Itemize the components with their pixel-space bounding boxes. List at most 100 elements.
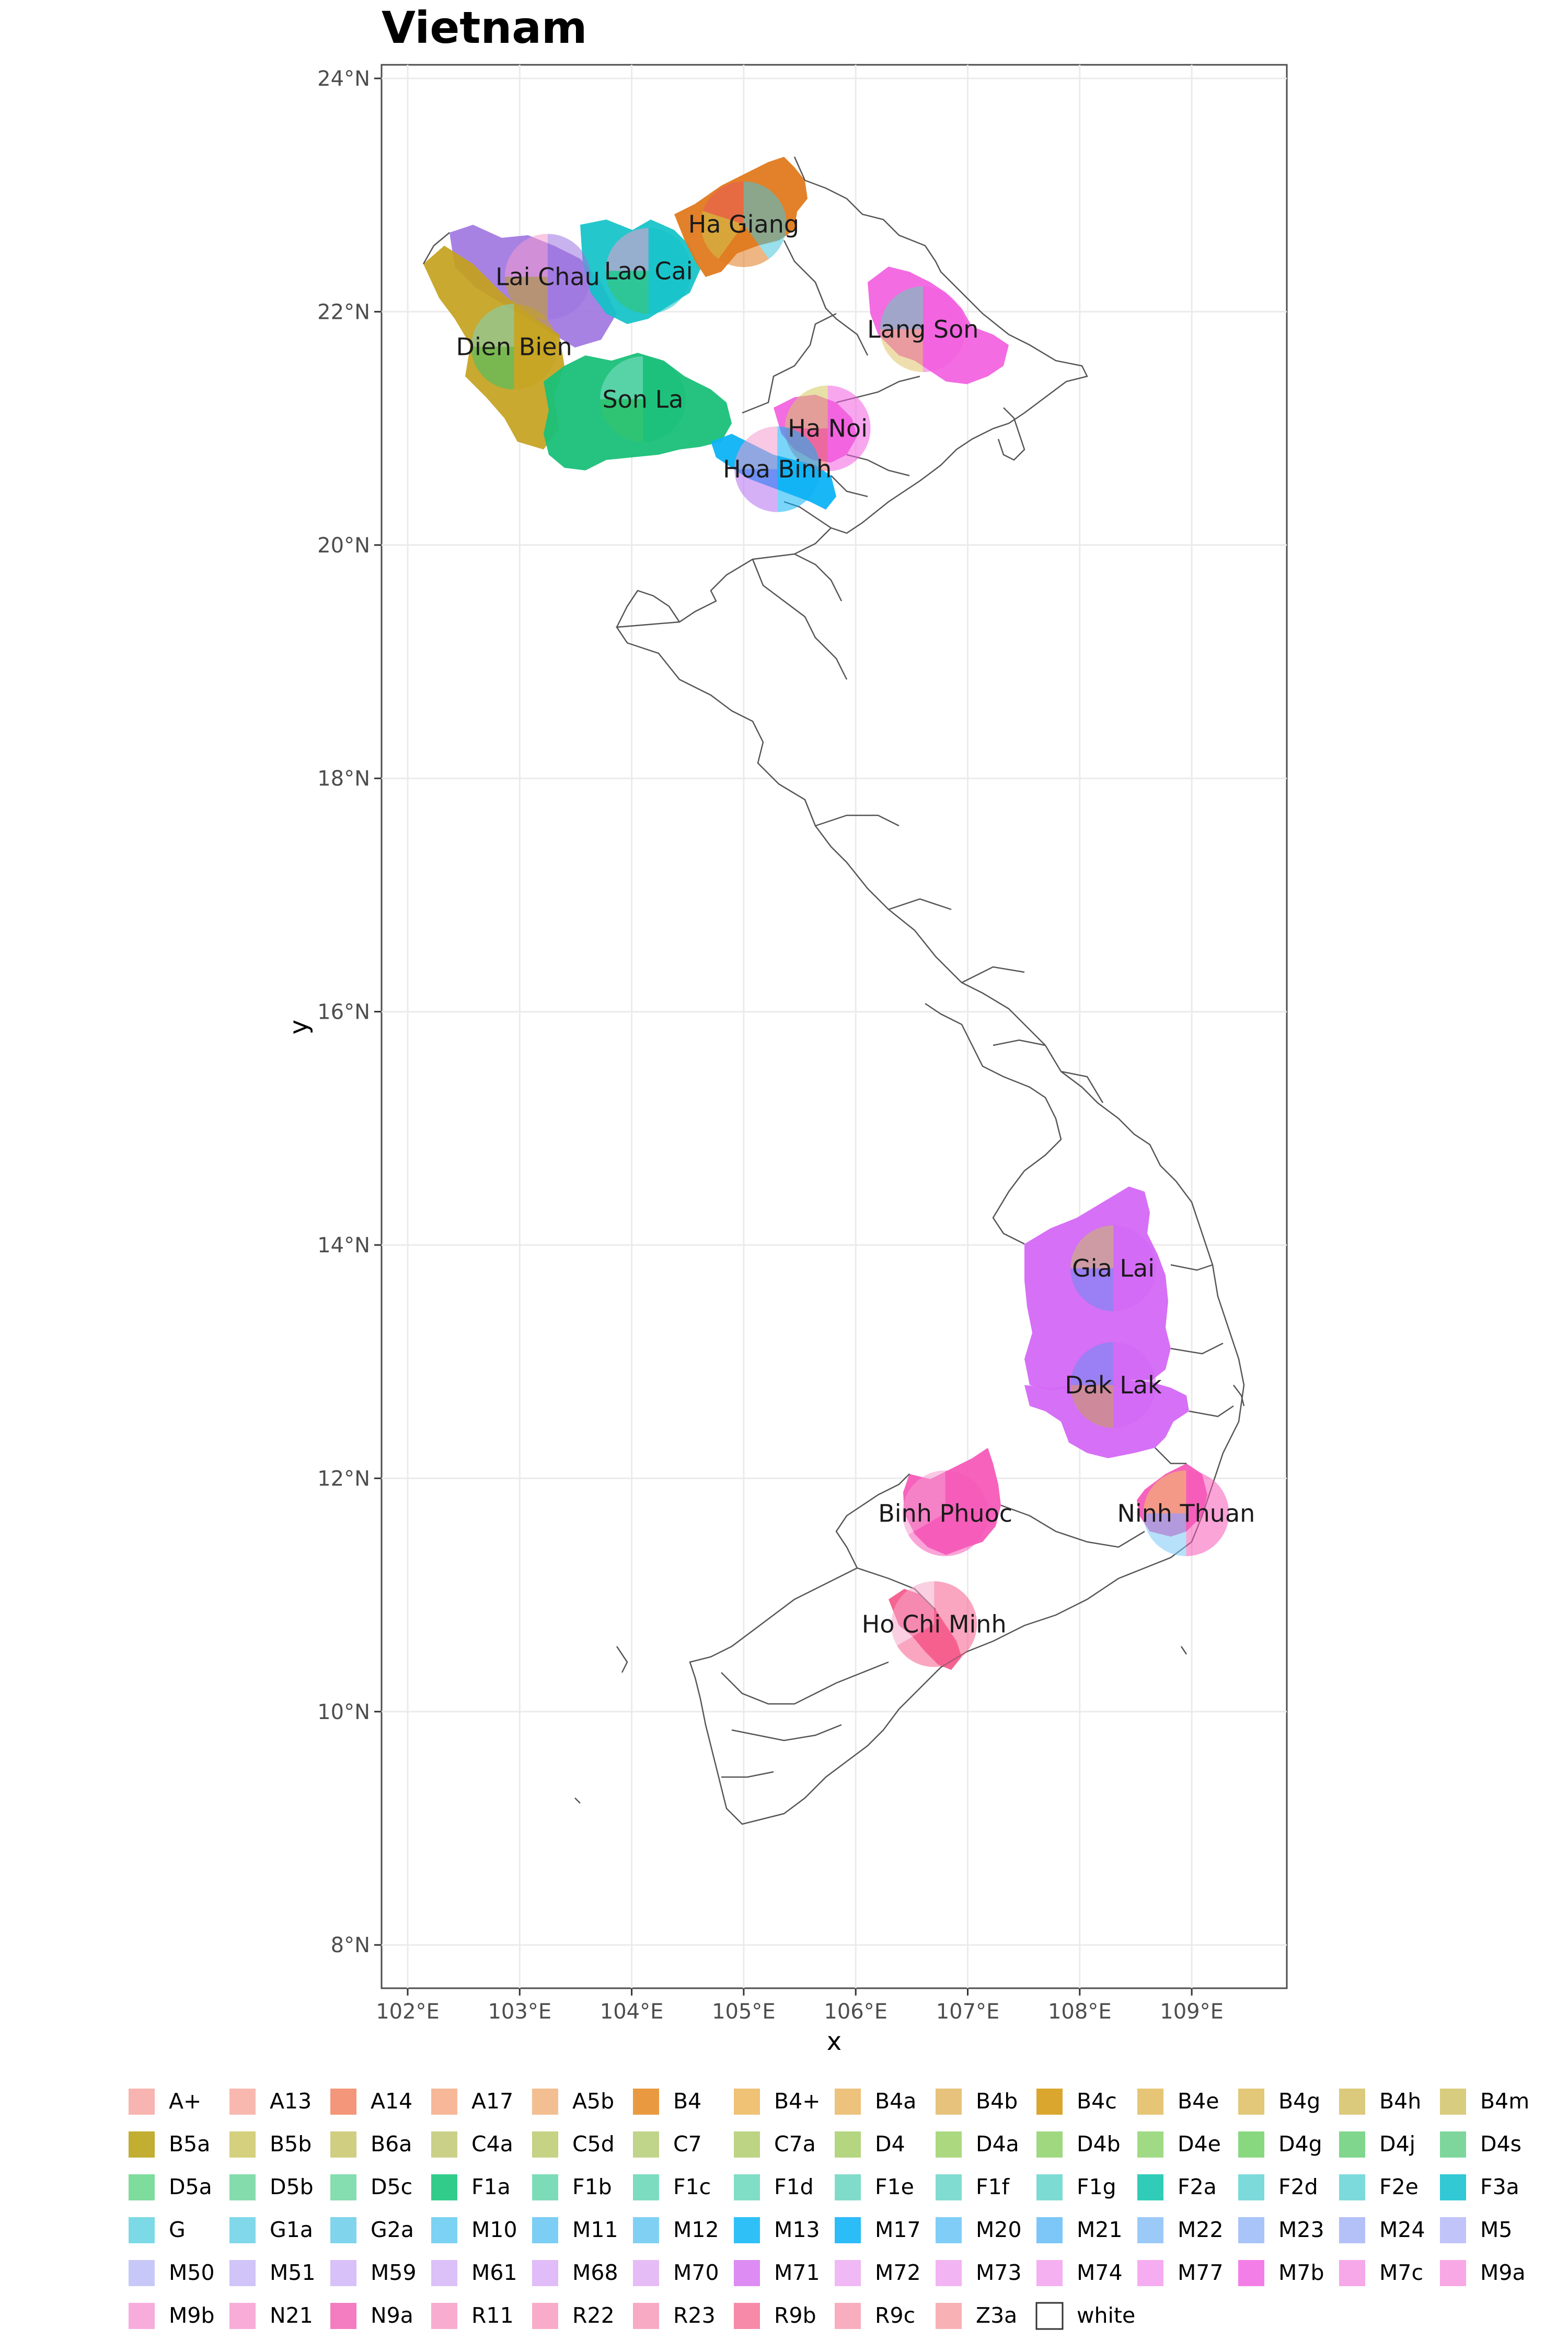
legend-item: D4b [1036,2131,1121,2158]
legend-item: F1b [532,2174,612,2200]
legend-label: B4h [1379,2089,1421,2114]
legend-swatch [633,2131,659,2158]
y-tick-label: 20°N [317,534,370,558]
legend-swatch [129,2174,155,2200]
legend-swatch [229,2217,256,2243]
legend-swatch [1036,2260,1063,2286]
y-tick-label: 8°N [331,1933,370,1957]
legend-label: R9c [875,2303,915,2328]
pie-son-la [600,356,686,442]
legend-label: M51 [270,2260,316,2285]
legend-swatch [532,2217,558,2243]
place-label: Dien Bien [456,332,572,361]
pie-slice [880,329,923,372]
pie-binh-phuoc [902,1470,988,1557]
legend-label: M21 [1077,2217,1123,2242]
x-axis-title: x [827,2027,841,2056]
legend-item: B4e [1137,2089,1219,2115]
legend-item: M50 [129,2260,215,2286]
legend-item: M61 [431,2260,517,2286]
legend-swatch [229,2174,256,2200]
legend-label: M24 [1379,2217,1425,2242]
legend-swatch [1137,2217,1163,2243]
legend-label: M12 [673,2217,719,2242]
legend-label: M17 [875,2217,921,2242]
legend-label: M50 [169,2260,215,2285]
legend-label: A13 [270,2089,312,2114]
legend-swatch [129,2260,155,2286]
legend-label: D4g [1278,2131,1322,2157]
legend-swatch [431,2089,457,2115]
pie-lai-chau [504,234,591,320]
legend-item: A17 [431,2089,513,2115]
legend-swatch [330,2089,356,2115]
x-axis: 102°E 103°E 104°E 105°E 106°E 107°E 108°E 109°E [376,1988,1224,2024]
legend-swatch [1137,2131,1163,2158]
legend-swatch [1339,2260,1365,2286]
legend-label: B4 [673,2089,701,2114]
legend-swatch [1440,2217,1466,2243]
legend-swatch [431,2174,457,2200]
legend-item: B4b [936,2089,1018,2115]
legend-item: M13 [734,2217,820,2243]
place-label: Lai Chau [495,262,600,291]
legend-item: M71 [734,2260,820,2286]
legend-item: B4c [1036,2089,1117,2115]
legend-item: F1c [633,2174,711,2200]
legend-item: M17 [835,2217,921,2243]
legend-swatch [936,2303,962,2329]
legend: A+ A13 A14 A17 A5b B4 B4+ B4a B4b B4c B4e B4g B4h B4m… [129,2089,1529,2330]
legend-label: G1a [270,2217,313,2242]
legend-label: F3a [1480,2174,1519,2199]
legend-swatch [229,2303,256,2329]
legend-item: D4g [1238,2131,1322,2158]
legend-swatch [734,2303,760,2329]
legend-item: M11 [532,2217,618,2243]
legend-item: M74 [1036,2260,1123,2286]
legend-item: B5a [129,2131,210,2158]
legend-label: B4g [1278,2089,1320,2114]
legend-label: D5a [169,2174,212,2199]
legend-item: white [1035,2302,1135,2330]
pie-ninh-thuan [1143,1470,1229,1557]
pie-slice [700,211,744,259]
legend-label: F2a [1178,2174,1217,2199]
legend-item: F2d [1238,2174,1318,2200]
legend-item: Z3a [936,2303,1017,2329]
legend-label: F2d [1278,2174,1318,2199]
legend-swatch [1137,2174,1163,2200]
legend-swatch [633,2174,659,2200]
legend-label: R11 [471,2303,514,2328]
legend-swatch [1339,2217,1365,2243]
legend-swatch [1238,2174,1264,2200]
pie-slice [923,286,966,372]
place-label: Ha Noi [788,414,868,443]
legend-item: M9b [129,2303,215,2329]
legend-label: B6a [371,2131,412,2157]
legend-item: F2a [1137,2174,1217,2200]
legend-label: R23 [673,2303,716,2328]
legend-item: R22 [532,2303,615,2329]
legend-swatch [532,2131,558,2158]
legend-item: C7a [734,2131,816,2158]
legend-item: A+ [129,2089,201,2115]
pie-slice [605,271,649,314]
legend-swatch [129,2131,155,2158]
place-label: Ninh Thuan [1117,1499,1255,1527]
pie-hoa-binh [734,426,821,512]
x-tick-label: 104°E [600,2000,664,2024]
legend-item: M10 [431,2217,517,2243]
legend-item: M22 [1137,2217,1224,2243]
legend-item: R9b [734,2303,816,2329]
legend-label: M7c [1379,2260,1423,2285]
legend-item: F1e [835,2174,914,2200]
legend-label: M7b [1278,2260,1324,2285]
legend-swatch [1440,2131,1466,2158]
legend-label: C7 [673,2131,702,2157]
legend-item: F1g [1036,2174,1116,2200]
pie-slice [891,1581,935,1646]
legend-item: M51 [229,2260,316,2286]
legend-label: C4a [471,2131,513,2157]
pie-lang-son [880,286,966,372]
legend-swatch [1339,2089,1365,2115]
